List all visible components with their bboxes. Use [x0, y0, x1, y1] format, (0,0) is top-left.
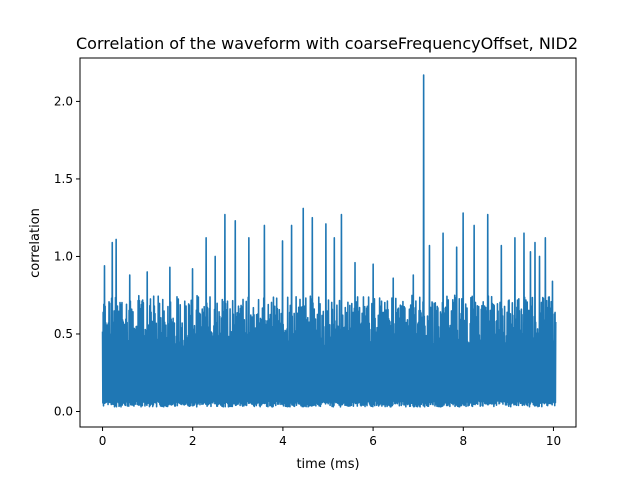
- x-tick-label: 4: [279, 434, 287, 448]
- y-tick-label: 1.0: [54, 249, 73, 263]
- plot-area: [101, 74, 557, 408]
- y-tick-label: 1.5: [54, 172, 73, 186]
- chart-title: Correlation of the waveform with coarseF…: [76, 34, 578, 53]
- plot-frame: [79, 57, 577, 428]
- y-tick-label: 2.0: [54, 94, 73, 108]
- x-axis: 0 2 4 6 8 10: [99, 427, 561, 448]
- x-axis-label: time (ms): [296, 457, 359, 472]
- y-axis: 0.0 0.5 1.0 1.5 2.0: [54, 94, 80, 418]
- y-tick-label: 0.5: [54, 327, 73, 341]
- x-tick-label: 2: [189, 434, 197, 448]
- x-tick-label: 6: [369, 434, 377, 448]
- x-tick-label: 8: [459, 434, 467, 448]
- y-tick-label: 0.0: [54, 404, 73, 418]
- x-tick-label: 0: [99, 434, 107, 448]
- y-axis-label: correlation: [28, 208, 43, 278]
- x-tick-label: 10: [546, 434, 561, 448]
- correlation-series-line: [101, 74, 557, 408]
